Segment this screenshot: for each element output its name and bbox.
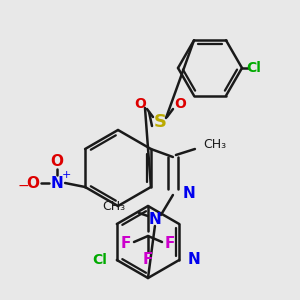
Text: CH₃: CH₃	[203, 139, 226, 152]
Text: F: F	[143, 253, 153, 268]
Text: N: N	[187, 253, 200, 268]
Text: N: N	[148, 212, 161, 226]
Text: N: N	[183, 185, 196, 200]
Text: Cl: Cl	[247, 61, 261, 75]
Text: O: O	[134, 97, 146, 111]
Text: Cl: Cl	[92, 253, 107, 267]
Text: F: F	[121, 236, 131, 251]
Text: +: +	[61, 170, 71, 180]
Text: F: F	[165, 236, 175, 251]
Text: N: N	[51, 176, 64, 190]
Text: O: O	[51, 154, 64, 169]
Text: S: S	[154, 113, 166, 131]
Text: −: −	[17, 179, 29, 193]
Text: O: O	[27, 176, 40, 190]
Text: O: O	[174, 97, 186, 111]
Text: CH₃: CH₃	[102, 200, 125, 214]
